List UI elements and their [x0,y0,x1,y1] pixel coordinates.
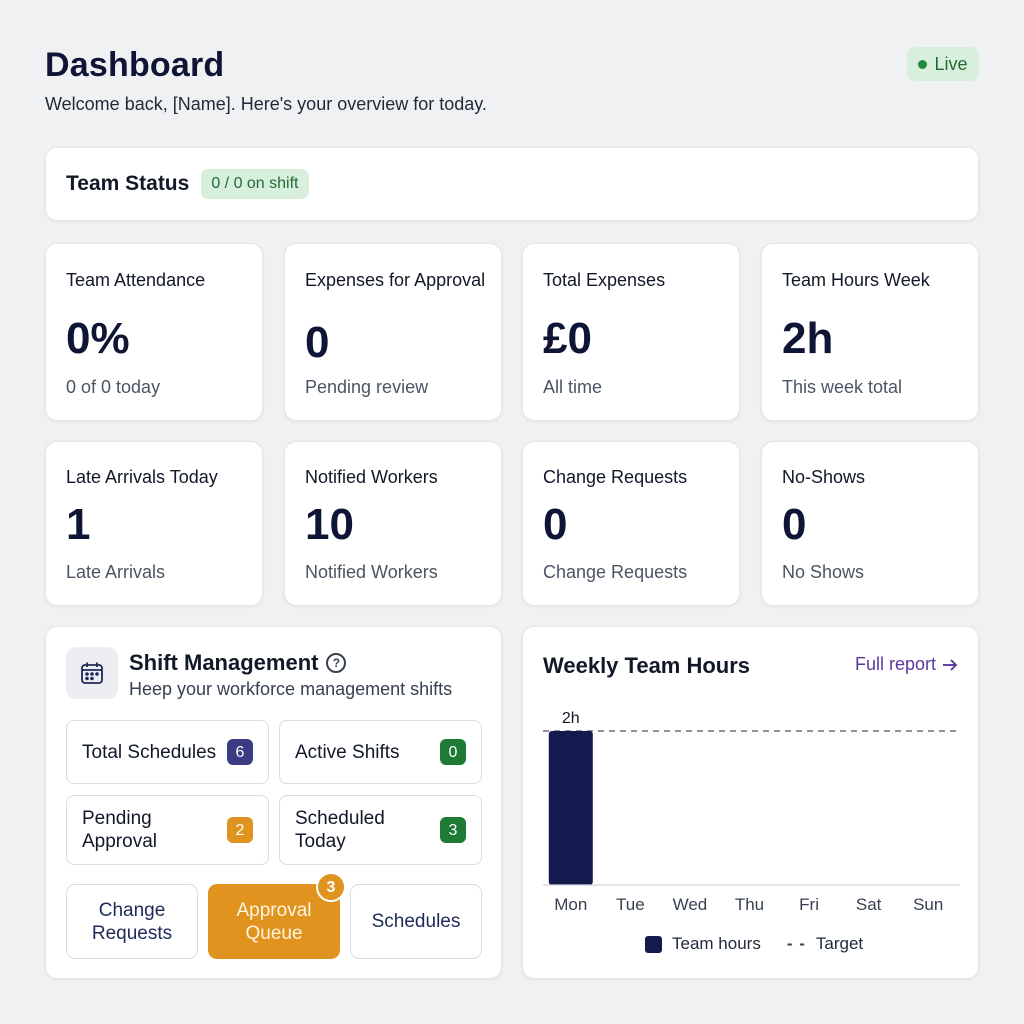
shift-management-description: Heep your workforce management shifts [129,679,453,699]
chart-legend: Team hours - - Target [645,934,863,954]
stat-sub: No Shows [782,562,865,582]
x-tick-sun: Sun [913,895,943,914]
stat-label: No-Shows [782,467,866,487]
x-tick-mon: Mon [554,895,587,914]
live-status-badge: Live [907,47,979,81]
stat-card-notified-workers[interactable]: Notified Workers 10 Notified Workers [284,441,502,606]
legend-label-target: Target [815,934,864,953]
stat-label: Team Attendance [66,270,206,290]
page-subtitle: Welcome back, [Name]. Here's your overvi… [45,94,487,114]
on-shift-badge: 0 / 0 on shift [201,169,309,199]
stat-card-team-hours[interactable]: Team Hours Week 2h This week total [761,243,979,421]
stat-sub: Notified Workers [305,562,438,582]
stat-label: Notified Workers [305,467,438,487]
stat-label: Change Requests [543,467,688,487]
stat-sub: This week total [782,377,903,397]
stat-card-expenses-approval[interactable]: Expenses for Approval 0 Pending review [284,243,502,421]
x-tick-wed: Wed [673,895,708,914]
x-tick-fri: Fri [799,895,819,914]
tile-label: Total Schedules [82,741,217,763]
weekly-hours-chart: 2h Mon Tue Wed Thu Fri Sat Sun [543,710,960,914]
stat-sub: All time [543,377,603,397]
count-badge: 0 [440,739,466,765]
active-shifts-tile[interactable]: Active Shifts 0 [279,720,482,784]
stat-sub: Late Arrivals [66,562,166,582]
shift-management-title: Shift Management ? [129,650,347,676]
live-dot-icon [918,59,928,69]
stat-sub: Pending review [305,377,429,397]
stat-value: £0 [543,314,592,363]
count-badge: 3 [440,817,466,843]
stat-value: 1 [66,500,91,549]
legend-label-team-hours: Team hours [672,934,761,953]
data-label-mon: 2h [562,710,580,727]
count-badge: 2 [227,817,253,843]
tile-label: Scheduled Today [295,808,385,852]
stat-card-total-expenses[interactable]: Total Expenses £0 All time [522,243,740,421]
live-label: Live [934,53,968,74]
stat-sub: Change Requests [543,562,688,582]
full-report-label: Full report [854,654,936,674]
page-title: Dashboard [45,46,225,84]
calendar-icon [66,647,118,699]
x-tick-sat: Sat [856,895,882,914]
stat-value: 0% [66,314,130,363]
stat-value: 0 [543,500,568,549]
stat-value: 0 [782,500,807,549]
stat-value: 2h [782,314,834,363]
bar-mon[interactable] [548,731,593,885]
team-status-title: Team Status [66,172,190,195]
weekly-team-hours-card: Weekly Team Hours Full report 2h Mon Tue We… [522,626,979,979]
schedules-button[interactable]: Schedules [350,884,482,959]
stat-label: Late Arrivals Today [66,467,218,487]
stat-sub: 0 of 0 today [66,377,161,397]
legend-swatch-team-hours [645,935,662,953]
full-report-link[interactable]: Full report [855,654,958,675]
stat-card-late-arrivals[interactable]: Late Arrivals Today 1 Late Arrivals [45,441,263,606]
stat-card-no-shows[interactable]: No-Shows 0 No Shows [761,441,979,606]
approval-queue-label: Approval Queue [236,899,312,944]
shift-management-title-text: Shift Management [129,650,319,675]
stat-label: Team Hours Week [782,270,930,290]
shift-management-card: Shift Management ? Heep your workforce m… [45,626,502,979]
approval-queue-count-badge: 3 [316,872,346,902]
total-schedules-tile[interactable]: Total Schedules 6 [66,720,269,784]
arrow-right-icon [943,658,958,671]
x-tick-tue: Tue [616,895,645,914]
tile-label: Pending Approval [82,808,157,852]
stat-value: 0 [305,318,330,367]
stat-value: 10 [305,500,354,549]
team-status-card: Team Status 0 / 0 on shift [45,147,979,221]
pending-approval-tile[interactable]: Pending Approval 2 [66,795,269,865]
stat-label: Expenses for Approval [305,270,486,290]
count-badge: 6 [227,739,253,765]
scheduled-today-tile[interactable]: Scheduled Today 3 [279,795,482,865]
change-requests-button[interactable]: Change Requests [66,884,198,959]
x-tick-thu: Thu [735,895,764,914]
chart-title: Weekly Team Hours [543,653,751,678]
approval-queue-button[interactable]: Approval Queue 3 [208,872,346,959]
stat-card-change-requests[interactable]: Change Requests 0 Change Requests [522,441,740,606]
help-icon[interactable]: ? [326,653,347,673]
stat-card-team-attendance[interactable]: Team Attendance 0% 0 of 0 today [45,243,263,421]
legend-dash-target: - - [786,934,806,953]
stat-label: Total Expenses [543,270,666,290]
tile-label: Active Shifts [295,741,400,763]
